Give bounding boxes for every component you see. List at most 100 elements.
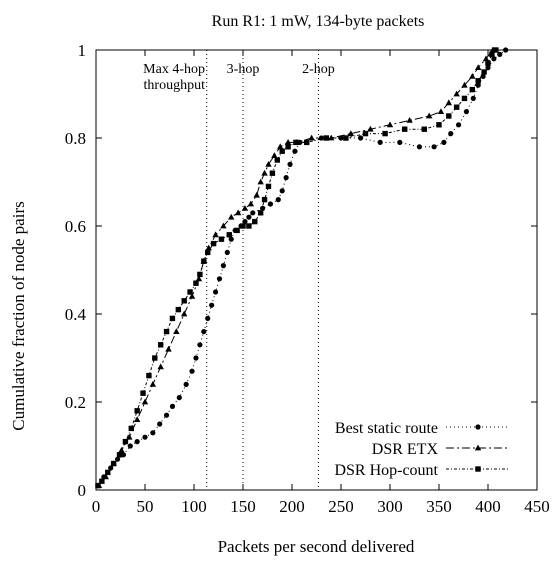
plot-frame: [95, 49, 538, 491]
data-point: [397, 139, 403, 145]
data-point: [470, 95, 476, 101]
data-point: [431, 144, 437, 150]
x-tick-label: 100: [181, 497, 207, 516]
data-point: [261, 169, 268, 176]
data-point: [308, 134, 315, 141]
legend-label: DSR ETX: [372, 441, 439, 458]
data-point: [475, 78, 481, 84]
x-tick-label: 250: [328, 497, 354, 516]
data-point: [187, 289, 193, 295]
data-point: [261, 196, 268, 203]
data-point: [269, 170, 276, 176]
x-tick-label: 400: [475, 497, 501, 516]
data-point: [274, 157, 280, 163]
data-point: [224, 249, 230, 255]
data-point: [253, 191, 260, 198]
data-point: [461, 81, 468, 88]
data-point: [284, 139, 292, 145]
x-tick-label: 50: [137, 497, 154, 516]
legend-marker: [475, 424, 481, 430]
data-point: [183, 381, 189, 387]
data-point: [241, 205, 249, 211]
data-point: [205, 249, 211, 256]
legend-marker: [475, 466, 481, 472]
data-point: [228, 236, 234, 242]
data-point: [491, 56, 497, 62]
data-point: [105, 469, 111, 476]
data-point: [220, 222, 227, 229]
data-point: [110, 460, 117, 467]
data-point: [367, 125, 374, 132]
data-point: [267, 201, 274, 207]
data-point: [150, 430, 156, 436]
data-point: [189, 368, 195, 374]
x-tick-label: 300: [377, 497, 403, 516]
data-point: [358, 135, 364, 141]
data-point: [489, 51, 495, 58]
data-point: [293, 139, 299, 146]
x-tick-label: 0: [92, 497, 101, 516]
data-point: [197, 342, 203, 348]
data-point: [265, 161, 272, 167]
data-point: [142, 434, 148, 440]
y-tick-label: 1: [78, 41, 87, 60]
data-point: [220, 263, 226, 269]
data-point: [271, 152, 278, 158]
data-point: [265, 183, 272, 190]
data-point: [275, 197, 281, 203]
reference-line-label: Max 4-hop: [143, 62, 205, 77]
data-point: [279, 188, 285, 194]
data-point: [260, 205, 266, 211]
data-point: [347, 130, 354, 136]
x-tick-label: 350: [426, 497, 452, 516]
y-tick-label: 0.2: [65, 393, 86, 412]
data-point: [146, 372, 152, 379]
data-point: [141, 398, 149, 405]
data-point: [218, 236, 225, 242]
axis-ticks: 0 50 100 150 200 250 300 350 400 450 0 0.2 0.4 0.6 0.8…: [65, 41, 550, 516]
data-point: [436, 122, 442, 128]
data-point: [453, 104, 460, 110]
data-point: [246, 223, 252, 229]
data-point: [201, 258, 207, 264]
data-point: [163, 328, 170, 335]
legend-label: Best static route: [335, 420, 438, 437]
data-point: [201, 329, 207, 335]
data-point: [277, 143, 284, 150]
data-point: [441, 139, 447, 145]
data-point: [279, 148, 285, 154]
data-point: [283, 175, 289, 181]
data-point: [304, 139, 310, 146]
x-axis-label: Packets per second delivered: [218, 537, 415, 556]
data-point: [193, 355, 199, 361]
data-point: [134, 408, 140, 414]
data-point: [343, 135, 349, 141]
data-point: [416, 144, 422, 150]
data-point: [114, 456, 121, 462]
data-point: [252, 218, 258, 225]
data-point: [426, 112, 433, 119]
y-tick-label: 0.6: [65, 217, 86, 236]
data-point: [193, 280, 199, 286]
reference-line-label: 2-hop: [302, 62, 335, 77]
data-point: [285, 144, 291, 150]
data-point: [95, 482, 101, 489]
data-point: [140, 390, 146, 396]
data-point: [165, 345, 172, 352]
data-point: [323, 135, 329, 141]
data-point: [169, 315, 176, 322]
data-point: [406, 117, 413, 123]
data-point: [446, 113, 452, 119]
data-point: [240, 223, 246, 229]
data-point: [173, 328, 180, 334]
data-point: [226, 232, 232, 238]
x-tick-label: 200: [279, 497, 305, 516]
data-point: [157, 421, 163, 427]
legend: Best static route DSR ETX DSR Hop-count: [334, 420, 510, 479]
data-point: [475, 64, 482, 70]
data-point: [461, 95, 468, 102]
x-tick-label: 150: [230, 497, 256, 516]
data-point: [453, 90, 460, 97]
data-point: [216, 276, 223, 282]
